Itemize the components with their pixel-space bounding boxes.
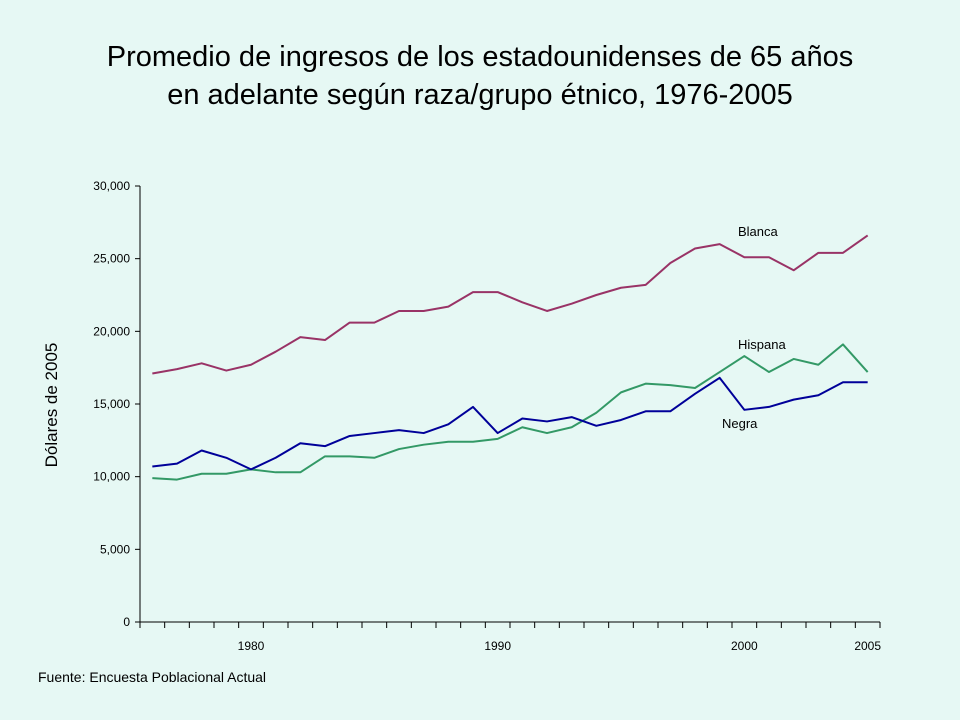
y-tick-label: 5,000 [100,542,130,556]
series-label-blanca: Blanca [738,224,779,239]
source-note: Fuente: Encuesta Poblacional Actual [38,669,267,685]
series-line-negra [152,376,868,471]
y-tick-label: 15,000 [93,397,130,411]
series-line-blanca [152,234,869,375]
y-tick-label: 10,000 [93,470,130,484]
series-label-hispana: Hispana [738,337,786,352]
chart-title-line-1: Promedio de ingresos de los estadouniden… [106,41,854,73]
y-tick-label: 25,000 [93,252,130,266]
x-tick-label: 1990 [484,639,511,653]
y-tick-label: 30,000 [93,179,130,193]
chart-title-line-2: en adelante según raza/grupo étnico, 197… [167,79,793,111]
y-axis-title: Dólares de 2005 [42,342,61,468]
series-label-negra: Negra [722,416,758,431]
chart-title: Promedio de ingresos de los estadouniden… [0,38,960,114]
x-tick-label: 2005 [854,639,881,653]
x-tick-label: 1980 [238,639,265,653]
series-labels: Blanca Hispana Negra [722,224,786,431]
chart-series [152,234,869,481]
x-tick-label: 2000 [731,639,758,653]
y-tick-label: 0 [123,615,130,629]
series-line-hispana [152,343,869,481]
chart-axes: 0 5,000 10,000 15,000 20,000 25,000 30,000 1980… [93,179,881,653]
y-tick-label: 20,000 [93,324,130,338]
